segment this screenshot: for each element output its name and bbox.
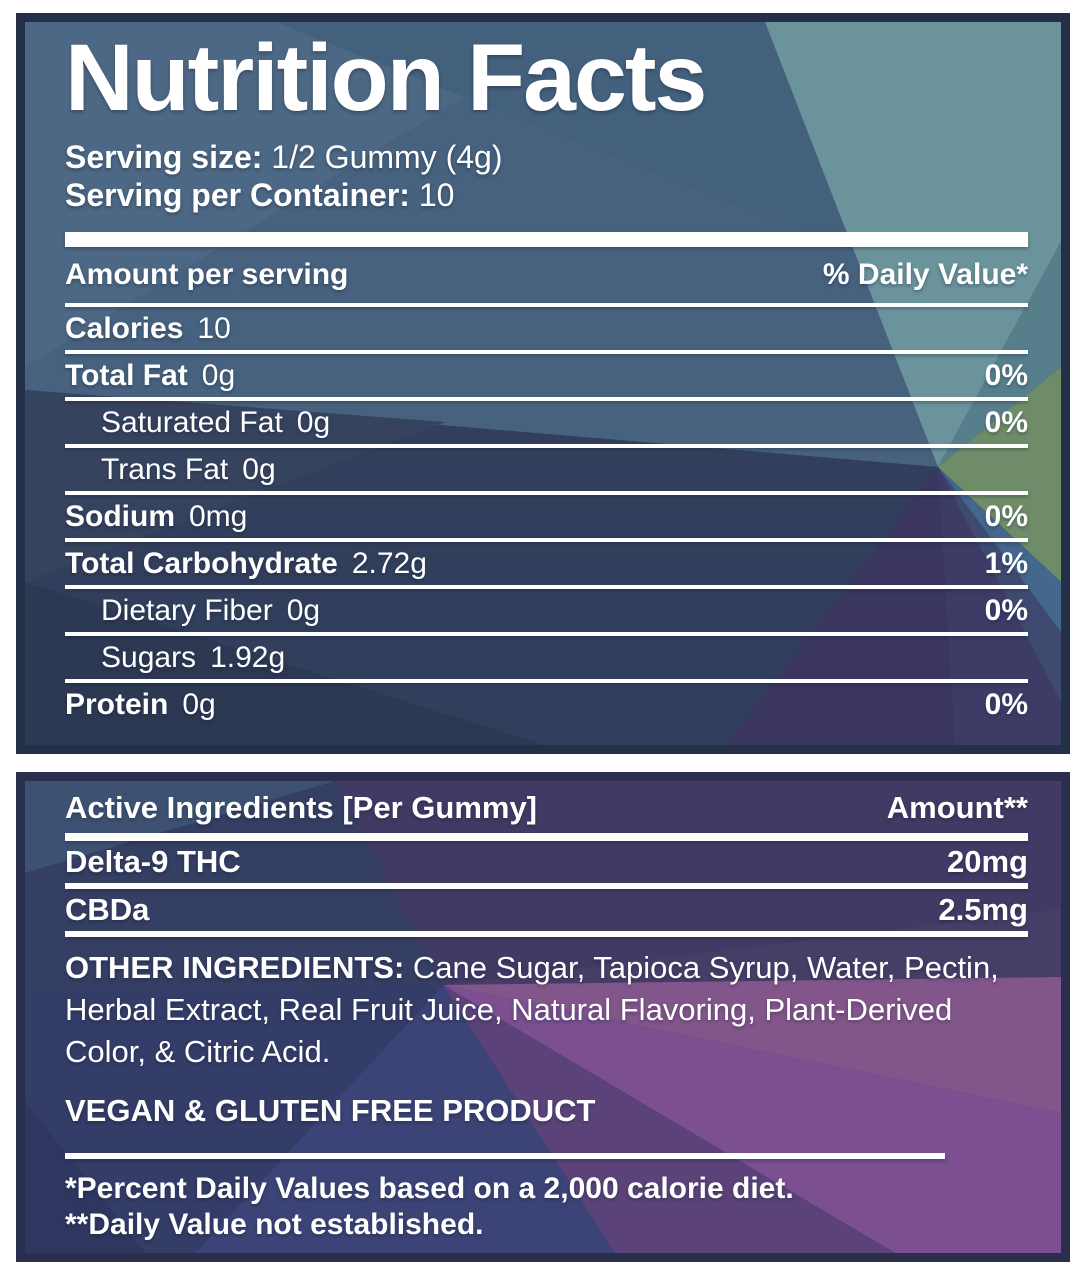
row-percent: 0% [984, 405, 1028, 439]
nutrition-row: Sugars 1.92g [65, 636, 1028, 679]
active-ingredients-header-row: Active Ingredients [Per Gummy] Amount** [65, 783, 1028, 833]
nutrition-row: Dietary Fiber 0g 0% [65, 589, 1028, 632]
other-ingredients-list: Cane Sugar, Tapioca Syrup, Water, Pectin… [65, 950, 999, 1069]
row-percent: 0% [984, 358, 1028, 392]
amount-per-serving-header: Amount per serving [65, 258, 349, 291]
daily-value-header: % Daily Value* [822, 258, 1028, 291]
serving-size-value: 1/2 Gummy (4g) [271, 139, 503, 175]
nutrition-row: Trans Fat 0g [65, 448, 1028, 491]
nutrition-row: Calories 10 [65, 307, 1028, 350]
servings-per-container-line: Serving per Container: 10 [65, 176, 1028, 214]
nutrition-row: Saturated Fat 0g 0% [65, 401, 1028, 444]
row-divider [65, 444, 1028, 448]
daily-value-footnote-2: **Daily Value not established. [65, 1208, 484, 1241]
ingredient-rows: Delta-9 THC 20mg CBDa 2.5mg [65, 841, 1028, 937]
nutrition-facts-content: Nutrition Facts Serving size: 1/2 Gummy … [25, 25, 1061, 745]
servings-per-container-value: 10 [418, 177, 455, 213]
active-ingredients-content: Active Ingredients [Per Gummy] Amount** … [25, 783, 1061, 1253]
ingredient-row: Delta-9 THC 20mg [65, 841, 1028, 883]
row-divider [65, 538, 1028, 542]
row-label: Protein [65, 687, 169, 721]
row-divider [65, 632, 1028, 636]
row-percent: 0% [984, 593, 1028, 627]
active-ingredients-panel: Active Ingredients [Per Gummy] Amount** … [16, 772, 1070, 1262]
ingredient-label: CBDa [65, 892, 150, 927]
footnotes: *Percent Daily Values based on a 2,000 c… [65, 1171, 1028, 1243]
ingredient-amount: 20mg [947, 844, 1028, 879]
row-percent: 0% [984, 499, 1028, 533]
other-ingredients-text: OTHER INGREDIENTS: Cane Sugar, Tapioca S… [65, 947, 1028, 1073]
header-divider [65, 303, 1028, 307]
nutrition-facts-panel: Nutrition Facts Serving size: 1/2 Gummy … [16, 13, 1070, 754]
row-label: Total Fat [65, 358, 188, 392]
vegan-gluten-free-note: VEGAN & GLUTEN FREE PRODUCT [65, 1093, 596, 1128]
row-amount: 0g [242, 452, 276, 486]
row-label: Sugars [101, 640, 197, 674]
divider-thick [65, 232, 1028, 247]
row-divider [65, 585, 1028, 589]
row-amount: 0g [296, 405, 331, 439]
nutrition-row: Total Carbohydrate 2.72g 1% [65, 542, 1028, 585]
ingredient-row: CBDa 2.5mg [65, 889, 1028, 931]
nutrition-row: Total Fat 0g 0% [65, 354, 1028, 397]
row-label: Calories [65, 311, 184, 345]
row-label: Sodium [65, 499, 175, 533]
footnote-divider [65, 1153, 945, 1159]
nutrition-rows: Calories 10 Total Fat 0g 0% Saturated Fa… [65, 307, 1028, 726]
row-amount: 1.92g [210, 640, 286, 674]
header-divider [65, 833, 1028, 841]
row-amount: 2.72g [351, 546, 427, 580]
row-label: Saturated Fat [101, 405, 283, 439]
row-percent: 0% [984, 687, 1028, 721]
serving-size-line: Serving size: 1/2 Gummy (4g) [65, 138, 1028, 176]
active-ingredients-header: Active Ingredients [Per Gummy] [65, 790, 538, 825]
other-ingredients-label: OTHER INGREDIENTS: [65, 950, 405, 985]
nutrition-row: Sodium 0mg 0% [65, 495, 1028, 538]
row-label: Total Carbohydrate [65, 546, 338, 580]
row-amount: 0g [286, 593, 321, 627]
row-divider [65, 350, 1028, 354]
row-divider [65, 931, 1028, 937]
servings-per-container-label: Serving per Container: [65, 177, 410, 213]
row-percent: 1% [984, 546, 1028, 580]
row-amount: 10 [197, 311, 231, 345]
row-amount: 0g [201, 358, 236, 392]
row-label: Dietary Fiber [101, 593, 273, 627]
row-label: Trans Fat [101, 452, 229, 486]
row-amount: 0mg [189, 499, 248, 533]
ingredient-amount: 2.5mg [938, 892, 1028, 927]
serving-info: Serving size: 1/2 Gummy (4g) Serving per… [65, 138, 1028, 214]
serving-size-label: Serving size: [65, 139, 263, 175]
row-divider [65, 491, 1028, 495]
nutrition-facts-title: Nutrition Facts [65, 25, 707, 131]
daily-value-footnote-1: *Percent Daily Values based on a 2,000 c… [65, 1172, 794, 1205]
row-amount: 0g [182, 687, 216, 721]
amount-header: Amount** [886, 790, 1028, 825]
row-divider [65, 397, 1028, 401]
nutrition-row: Protein 0g 0% [65, 683, 1028, 726]
row-divider [65, 883, 1028, 889]
low-poly-background-art [25, 22, 1061, 745]
ingredient-label: Delta-9 THC [65, 844, 241, 879]
row-divider [65, 679, 1028, 683]
table-header-row: Amount per serving % Daily Value* [65, 247, 1028, 303]
